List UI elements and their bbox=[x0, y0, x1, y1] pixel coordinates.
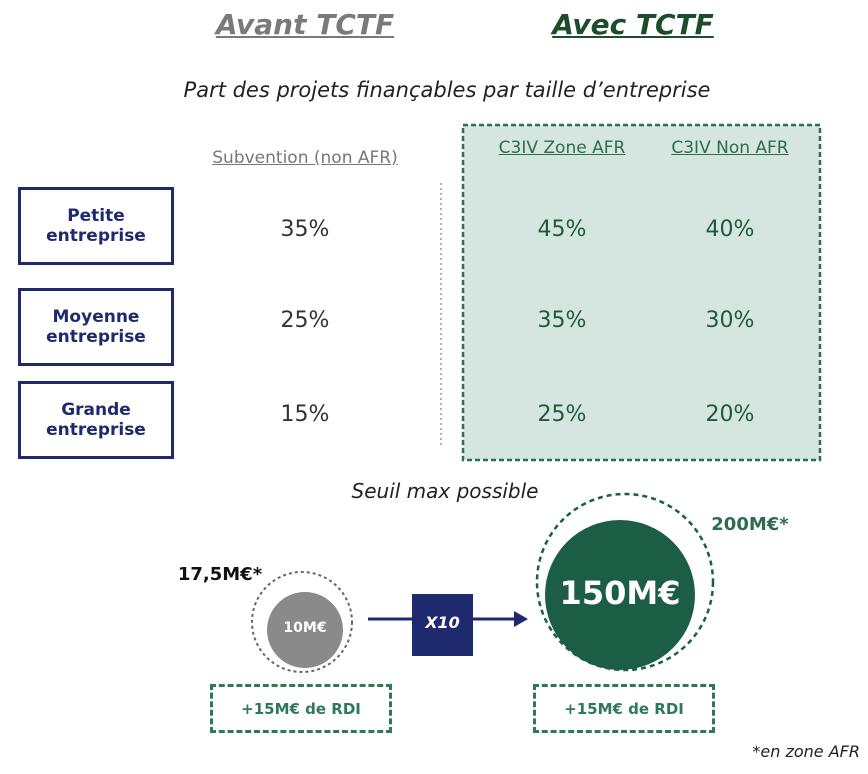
cell: 15% bbox=[280, 402, 330, 427]
cell: 45% bbox=[537, 217, 587, 242]
max-label: 17,5M€* bbox=[177, 564, 263, 585]
footnote: *en zone AFR bbox=[752, 742, 860, 761]
amount-label: 10M€ bbox=[283, 620, 327, 636]
rdi-note: +15M€ de RDI bbox=[533, 684, 715, 733]
max-ring bbox=[251, 571, 353, 673]
cell: 25% bbox=[537, 402, 587, 427]
before-title: Avant TCTF bbox=[215, 8, 395, 41]
column-header: C3IV Zone AFR bbox=[498, 138, 626, 158]
row-label: Petite entreprise bbox=[18, 187, 174, 265]
cell: 20% bbox=[705, 402, 755, 427]
rdi-note: +15M€ de RDI bbox=[210, 684, 392, 733]
amount-circle bbox=[267, 592, 343, 668]
column-header: Subvention (non AFR) bbox=[212, 148, 398, 168]
amount-label: 150M€ bbox=[559, 574, 681, 612]
after-panel bbox=[461, 123, 822, 462]
column-header: C3IV Non AFR bbox=[671, 138, 789, 158]
cell: 25% bbox=[280, 308, 330, 333]
cell: 35% bbox=[280, 217, 330, 242]
row-label: Grande entreprise bbox=[18, 381, 174, 459]
cell: 35% bbox=[537, 308, 587, 333]
arrow-head bbox=[514, 611, 528, 627]
threshold-title: Seuil max possible bbox=[351, 479, 539, 503]
multiplier-box bbox=[412, 594, 473, 656]
after-title: Avec TCTF bbox=[552, 8, 714, 41]
multiplier: X10 bbox=[425, 613, 460, 632]
max-label: 200M€* bbox=[711, 514, 789, 535]
max-ring bbox=[535, 492, 715, 672]
row-label: Moyenne entreprise bbox=[18, 288, 174, 366]
amount-circle bbox=[545, 520, 695, 670]
subtitle: Part des projets finançables par taille … bbox=[183, 78, 711, 102]
cell: 40% bbox=[705, 217, 755, 242]
cell: 30% bbox=[705, 308, 755, 333]
